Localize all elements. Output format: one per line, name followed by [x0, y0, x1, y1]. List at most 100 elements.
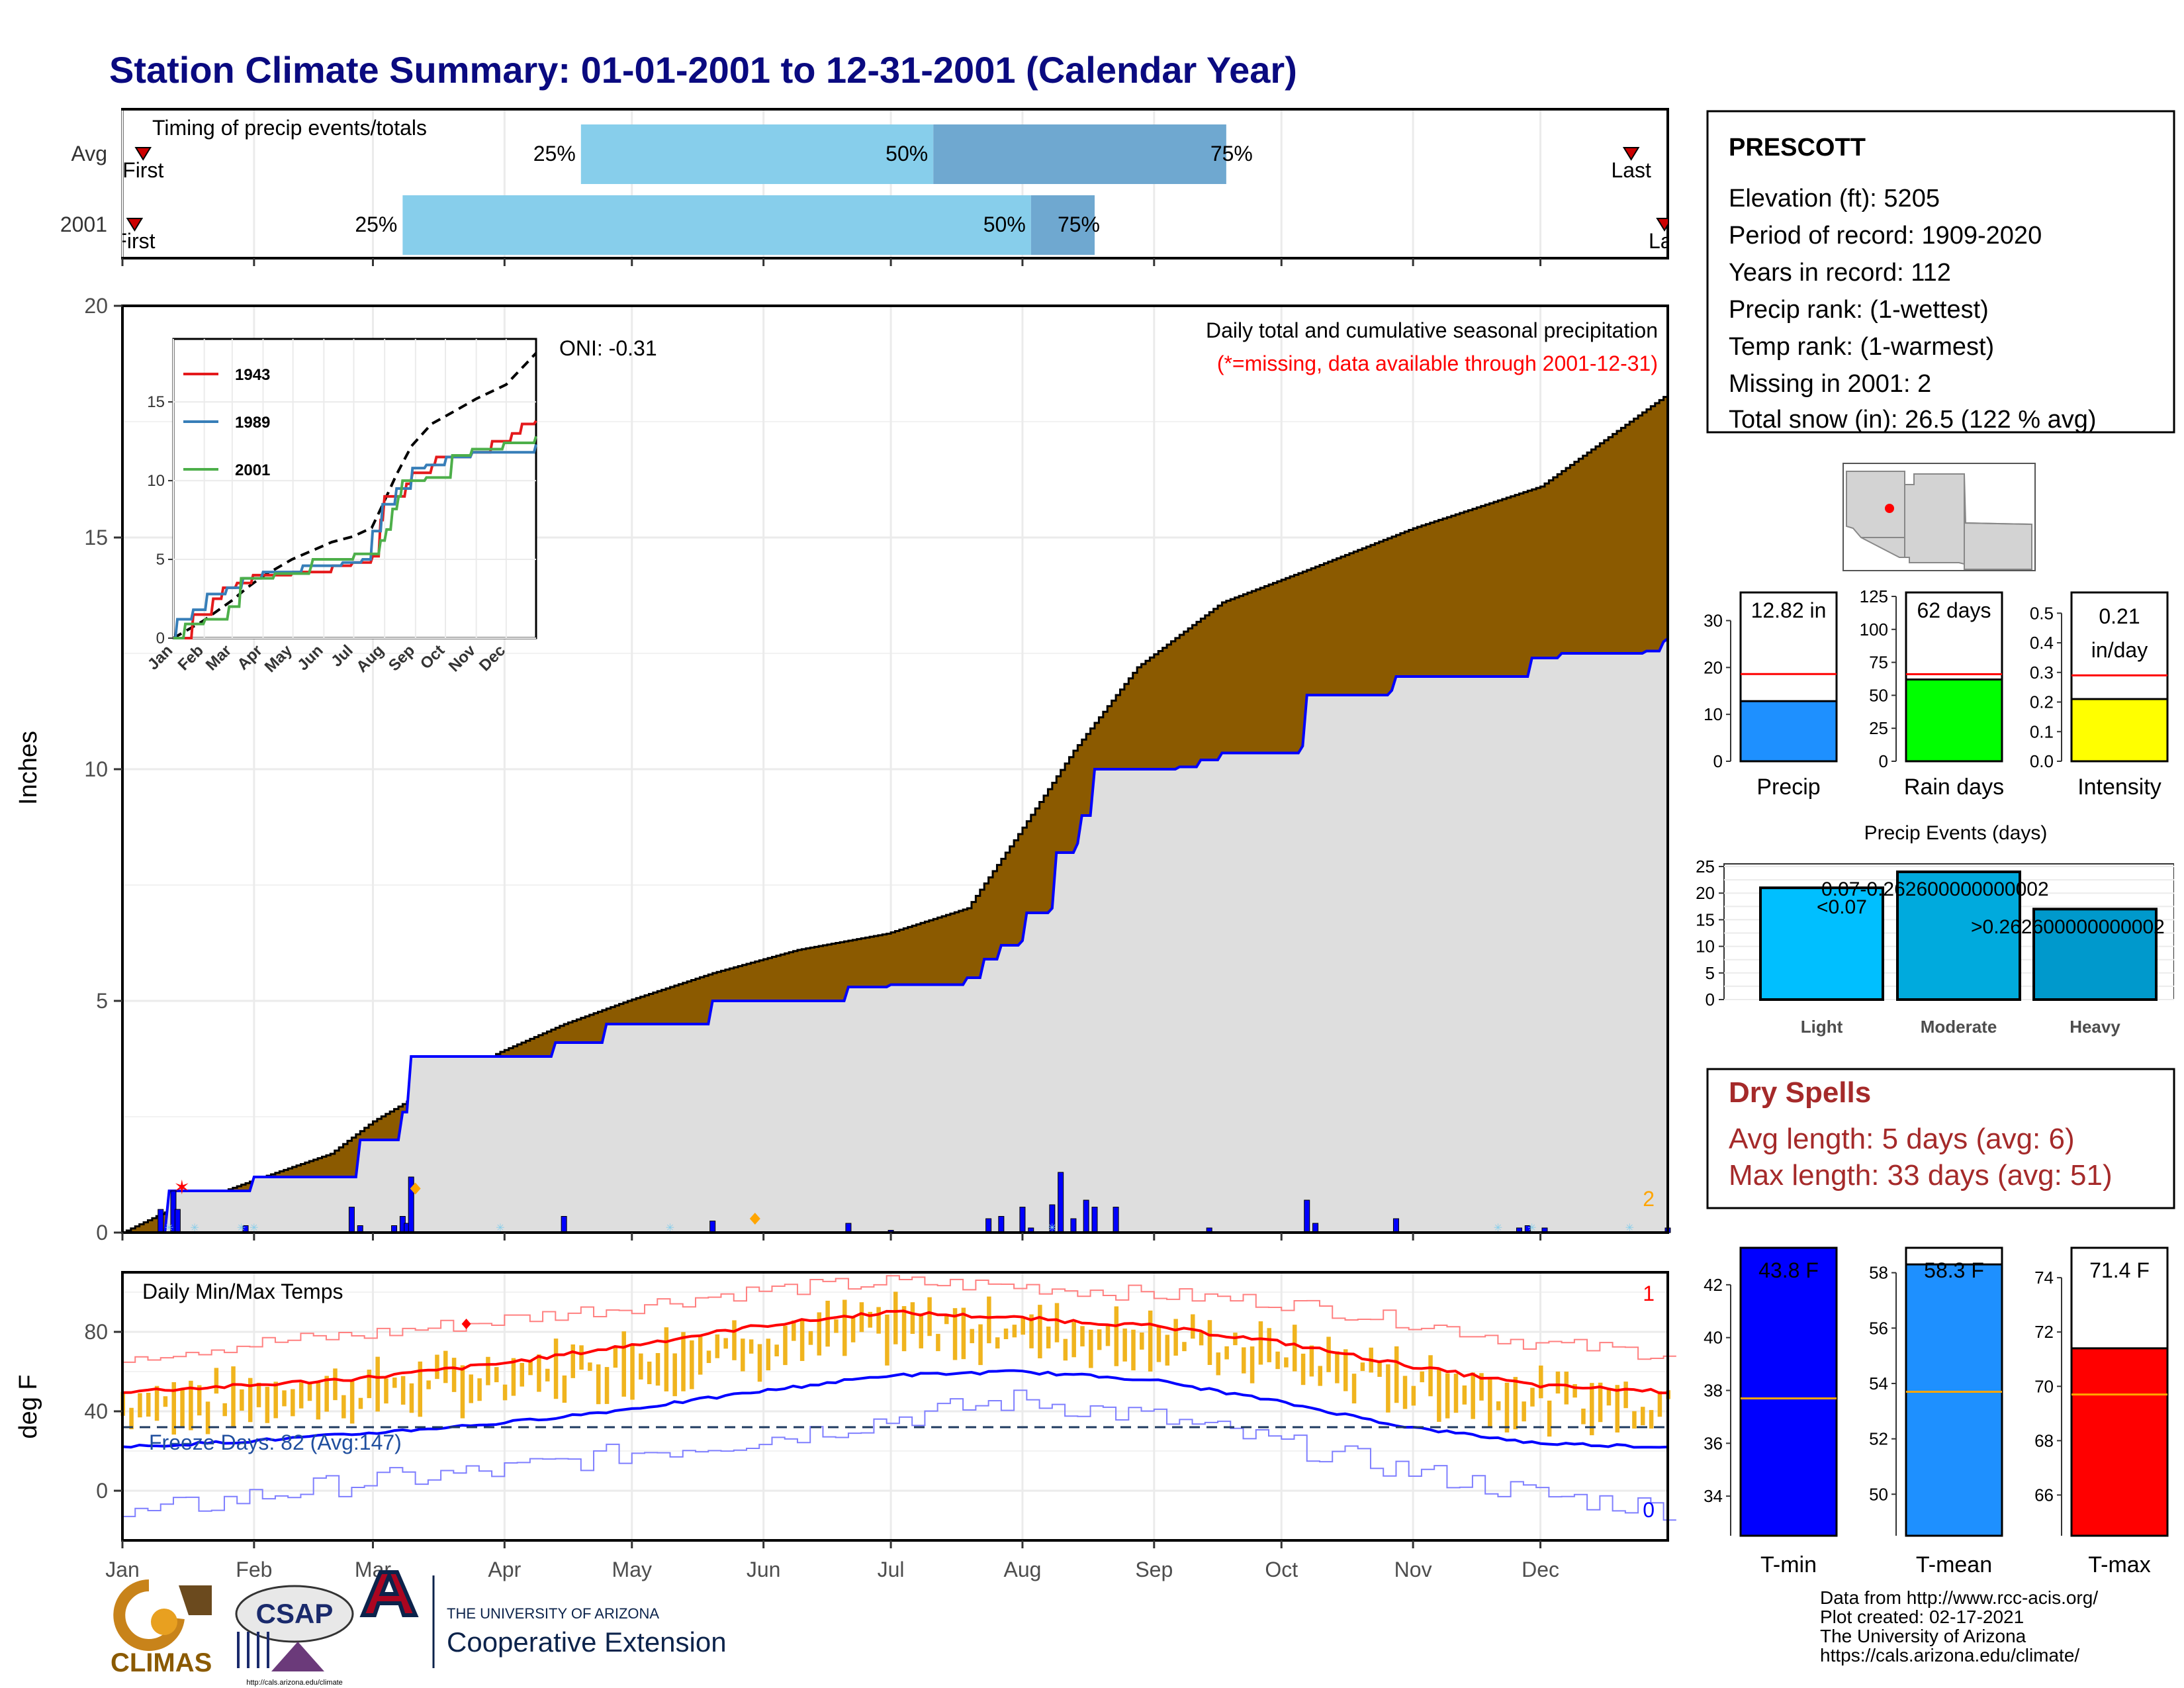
- daily-temp-bar: [672, 1353, 677, 1397]
- daily-temp-bar: [1326, 1336, 1331, 1372]
- record-diamond-marker: [749, 1213, 760, 1225]
- mini-chart-y-tick-label: 0.4: [2030, 633, 2054, 653]
- daily-temp-bar: [987, 1296, 991, 1344]
- daily-temp-bar: [1445, 1373, 1450, 1419]
- month-label: May: [612, 1558, 652, 1581]
- daily-temp-bar: [570, 1344, 575, 1378]
- footer-line-4: https://cals.arizona.edu/climate/: [1820, 1645, 2079, 1665]
- temp-y-axis: 0 40 80: [84, 1320, 122, 1503]
- daily-temp-bar: [1539, 1365, 1543, 1399]
- daily-temp-bar: [1530, 1387, 1535, 1407]
- footer-line-2: Plot created: 02-17-2021: [1820, 1607, 2024, 1627]
- mini-chart-value-label: 62 days: [1917, 598, 1991, 622]
- precip-y-tick-label: 5: [96, 989, 108, 1013]
- precip-y-label: Inches: [15, 731, 42, 805]
- daily-temp-bar: [1275, 1351, 1280, 1370]
- station-missing: Missing in 2001: 2: [1729, 370, 1931, 398]
- inset-y-tick-label: 0: [156, 630, 165, 647]
- temp-y-tick-label: 80: [84, 1320, 108, 1344]
- timing-label-50: 50%: [983, 212, 1026, 236]
- daily-temp-bar: [1250, 1346, 1255, 1383]
- csap-url: http://cals.arizona.edu/climate: [246, 1679, 343, 1687]
- daily-temp-bar: [1029, 1314, 1034, 1348]
- mini-chart-y-tick-label: 25: [1869, 718, 1888, 738]
- snow-marker: ✳: [496, 1223, 504, 1234]
- timing-last-marker-icon: [1656, 218, 1668, 232]
- daily-temp-bar: [553, 1338, 559, 1399]
- daily-temp-bar: [1590, 1383, 1594, 1436]
- csap-bars-icon: [237, 1632, 269, 1668]
- daily-temp-bar: [1471, 1372, 1475, 1419]
- timing-row-label-2001: 2001: [60, 212, 107, 236]
- daily-temp-bar: [799, 1320, 805, 1361]
- month-axis: Jan Feb Mar Apr May Jun Jul Aug Sep Oct Nov Dec: [105, 1540, 1559, 1581]
- events-bar: [1759, 886, 1884, 1002]
- timing-last-label: Last: [1611, 158, 1651, 182]
- daily-temp-bar: [520, 1362, 524, 1387]
- temp-bar: [1905, 1263, 2003, 1537]
- daily-temp-bar: [205, 1401, 210, 1434]
- daily-temp-bar: [1199, 1332, 1204, 1346]
- daily-temp-bar: [1453, 1374, 1459, 1413]
- daily-temp-bar: [698, 1335, 703, 1375]
- dry-spells-title: Dry Spells: [1729, 1076, 1871, 1109]
- precip-y-axis: 0 5 10 15 20: [84, 294, 1542, 1244]
- mini-chart-y-tick-label: 0.1: [2030, 722, 2054, 741]
- timing-bar-50-75: [1030, 195, 1095, 255]
- daily-temp-bar: [248, 1378, 253, 1423]
- mini-chart-name: Intensity: [2077, 774, 2161, 800]
- daily-temp-bar: [298, 1382, 304, 1409]
- ua-logo: THE UNIVERSITY OF ARIZONA Cooperative Ex…: [359, 1570, 727, 1668]
- daily-temp-bar: [1114, 1306, 1119, 1366]
- daily-temp-bar: [1089, 1329, 1093, 1368]
- daily-temp-bar: [901, 1306, 907, 1352]
- daily-temp-bar: [825, 1300, 830, 1347]
- daily-temp-bar: [358, 1397, 363, 1409]
- daily-temp-bar: [291, 1389, 295, 1417]
- daily-temp-bar: [1615, 1385, 1620, 1433]
- daily-precip-bar: [1070, 1218, 1077, 1233]
- inset-y-tick-label: 10: [147, 472, 165, 490]
- station-years: Years in record: 112: [1729, 259, 1951, 287]
- station-precip-rank: Precip rank: (1-wettest): [1729, 296, 1989, 324]
- daily-temp-bar: [265, 1386, 270, 1423]
- precip-y-tick-label: 20: [84, 294, 108, 318]
- daily-temp-bar: [222, 1403, 227, 1417]
- daily-temp-bar: [240, 1389, 244, 1411]
- daily-temp-bar: [910, 1302, 915, 1334]
- temp-label: Daily Min/Max Temps: [142, 1280, 343, 1303]
- daily-temp-bar: [1165, 1335, 1170, 1366]
- daily-temp-bar: [868, 1311, 873, 1328]
- temp-y-tick-label: 40: [84, 1399, 108, 1423]
- record-high-marker: [461, 1319, 471, 1329]
- daily-temp-bar: [774, 1344, 779, 1356]
- inset-y-tick-label: 15: [147, 393, 165, 411]
- precip-y-tick-label: 15: [84, 526, 108, 549]
- daily-temp-bar: [952, 1308, 958, 1360]
- daily-temp-bar: [741, 1338, 745, 1372]
- events-bar-label: >0.262600000000002: [1971, 916, 2165, 938]
- inset-legend-label: 2001: [235, 461, 270, 479]
- mini-chart-value-unit: in/day: [2091, 638, 2148, 662]
- daily-temp-bar: [604, 1367, 610, 1404]
- normal-min-line: [122, 1369, 1668, 1449]
- daily-temp-bar: [384, 1378, 388, 1404]
- temp-bar-y-tick-label: 74: [2034, 1268, 2054, 1288]
- temp-bar-y-tick-label: 50: [1869, 1484, 1888, 1504]
- daily-temp-bar: [418, 1361, 423, 1417]
- daily-temp-bar: [146, 1392, 151, 1417]
- mini-chart-intensity: 0.0 0.1 0.2 0.3 0.4 0.5 0.21 in/day Intensity: [2030, 591, 2169, 800]
- daily-temp-bar: [1641, 1407, 1645, 1426]
- temp-bar: [2070, 1347, 2169, 1537]
- daily-temp-bar: [1437, 1368, 1441, 1422]
- daily-temp-bar: [1284, 1357, 1289, 1368]
- daily-temp-bar: [1564, 1372, 1569, 1405]
- daily-temp-bar: [1182, 1342, 1187, 1352]
- month-label: Aug: [1003, 1558, 1041, 1581]
- daily-temp-bar: [511, 1358, 516, 1396]
- daily-temp-bar: [681, 1332, 686, 1391]
- daily-temp-bar: [1003, 1328, 1009, 1339]
- temp-bar-y-tick-label: 36: [1704, 1433, 1723, 1453]
- temp-y-tick-label: 0: [96, 1479, 108, 1503]
- timing-panel: 25% 50% 75% First Last 25% 50% 75% First Last Tim…: [60, 108, 1669, 266]
